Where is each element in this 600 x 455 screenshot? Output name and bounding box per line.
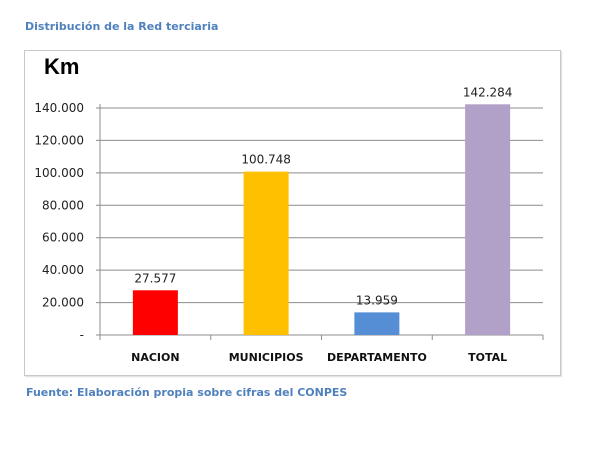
bar-municipios	[243, 171, 289, 335]
y-tick-label: 60.000	[42, 231, 84, 245]
chart-frame	[24, 50, 561, 376]
x-tick-label: TOTAL	[468, 351, 507, 364]
figure-title: Distribución de la Red terciaria	[25, 20, 219, 33]
data-label: 13.959	[356, 293, 398, 307]
source-note: Fuente: Elaboración propia sobre cifras …	[26, 386, 348, 399]
y-tick-label: 20.000	[42, 296, 84, 310]
y-axis-label: Km	[44, 54, 79, 79]
bar-total	[465, 104, 511, 335]
bar-departamento	[354, 312, 400, 335]
y-tick-label: 140.000	[34, 101, 84, 115]
y-tick-label: 80.000	[42, 198, 84, 212]
y-tick-label: 100.000	[34, 166, 84, 180]
x-tick-label: NACION	[131, 351, 179, 364]
y-tick-label: -	[80, 328, 84, 342]
data-label: 27.577	[134, 271, 176, 285]
y-tick-label: 40.000	[42, 263, 84, 277]
x-tick-label: MUNICIPIOS	[229, 351, 304, 364]
x-tick-label: DEPARTAMENTO	[327, 351, 427, 364]
data-label: 100.748	[241, 153, 291, 167]
y-tick-label: 120.000	[34, 133, 84, 147]
bar-nacion	[132, 290, 178, 335]
data-label: 142.284	[463, 85, 513, 99]
